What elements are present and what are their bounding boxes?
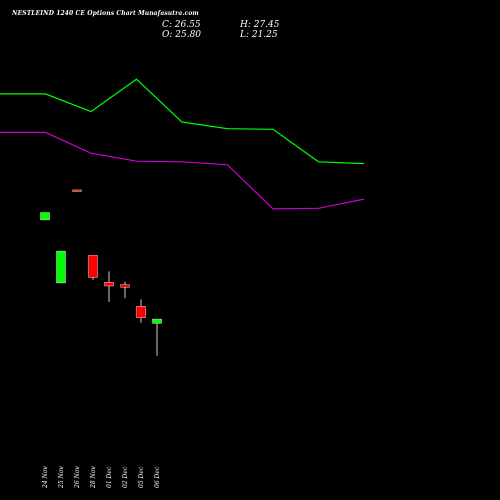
candle-body [56,250,66,284]
candle-body [72,189,82,192]
x-tick-label: 02 Dec [122,466,129,488]
candle-06-dec [152,318,162,356]
candle-01-dec [104,271,114,302]
x-tick-label: 06 Dec [154,466,161,488]
high-value: H: 27.45 [240,20,280,30]
close-value: C: 26.55 [162,20,201,30]
candle-body [120,284,130,288]
overlay-line-2 [0,131,365,210]
candle-body [104,282,114,287]
candle-05-dec [136,299,146,323]
candles [40,189,162,356]
candle-body [152,318,162,324]
x-tick-label: 26 Nov [74,466,81,489]
candle-body [88,255,98,278]
overlay-lines [0,78,365,210]
x-tick-label: 05 Dec [138,466,145,488]
x-tick-label: 28 Nov [90,466,97,489]
candle-24-nov [40,212,50,221]
candle-02-dec [120,281,130,299]
x-tick-label: 01 Dec [106,466,113,488]
x-tick-label: 25 Nov [58,466,65,489]
chart-title: NESTLEIND 1240 CE Options Chart Munafasu… [12,10,199,17]
candle-28-nov [88,255,98,280]
low-value: L: 21.25 [240,30,278,40]
open-value: O: 25.80 [162,30,202,40]
candle-body [40,212,50,221]
overlay-line-1 [0,78,365,165]
candle-26-nov [72,189,82,192]
candle-body [136,305,146,319]
x-tick-label: 24 Nov [42,466,49,489]
x-axis-labels: 24 Nov 25 Nov 26 Nov 28 Nov 01 Dec 02 Dec 05 D… [42,466,161,489]
candle-25-nov [56,250,66,284]
